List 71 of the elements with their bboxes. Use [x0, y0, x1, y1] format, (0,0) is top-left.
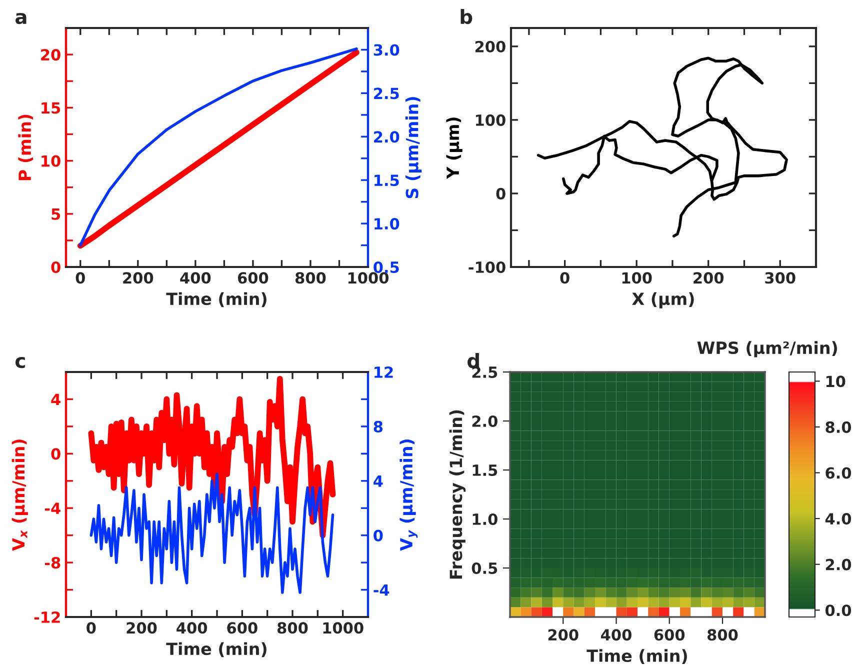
x-tick-label: 200 [694, 272, 724, 284]
y2-tick-label: 2.5 [374, 88, 399, 100]
x-tick-label: 200 [548, 629, 578, 641]
y2-tick-label: -4 [374, 584, 390, 596]
x-tick-label: 1000 [323, 622, 364, 634]
y-tick-label: -4 [44, 502, 60, 514]
x-tick-label: 300 [765, 272, 796, 284]
x-tick-label: 800 [707, 629, 738, 641]
y-axis-title: Y (μm) [446, 118, 462, 180]
color-bar-label: 8.0 [826, 421, 852, 433]
y2-tick-label: 8 [374, 420, 383, 432]
y-tick-label: 10 [42, 155, 60, 167]
y-axis-title: P (min) [18, 114, 34, 180]
x-axis-title: Time (min) [586, 649, 687, 664]
x-tick-label: 400 [600, 629, 632, 641]
y-tick-label: 2.0 [472, 415, 498, 428]
color-bar-label: 2.0 [826, 558, 852, 570]
x-tick-label: 0 [560, 272, 570, 284]
y2-tick-label: 1.5 [374, 174, 399, 186]
x-tick-label: 200 [123, 272, 154, 284]
x-tick-label: 0 [76, 272, 85, 284]
y-tick-label: 2.5 [472, 366, 498, 378]
x-tick-label: 800 [295, 272, 326, 284]
y-tick-label: -100 [468, 261, 506, 274]
y-tick-label: 0 [496, 188, 506, 200]
chart-title: c [15, 356, 25, 368]
chart-title: a [15, 12, 26, 24]
y2-tick-label: 2.0 [374, 131, 400, 143]
x-axis-title: X (μm) [632, 292, 694, 308]
y-tick-label: 100 [476, 114, 506, 126]
y2-tick-label: 4 [374, 476, 383, 487]
y2-tick-label: 0.5 [374, 261, 399, 274]
x-tick-label: 400 [180, 272, 211, 284]
y-tick-label: 200 [475, 40, 506, 52]
x-tick-label: 800 [277, 622, 308, 634]
x-tick-label: 400 [176, 622, 208, 634]
y-tick-label: -8 [44, 557, 60, 569]
color-bar-label: 0.0 [825, 604, 852, 616]
x-axis-title: Time (min) [166, 292, 266, 308]
x-tick-label: 600 [654, 629, 685, 641]
x-tick-label: 1000 [348, 272, 389, 284]
y-tick-label: 20 [41, 49, 60, 61]
y-tick-label: 0 [51, 448, 60, 460]
y-tick-label: 0.5 [472, 562, 498, 574]
y-tick-label: 15 [42, 102, 60, 114]
y2-axis-title: S (μm/min) [405, 97, 422, 198]
y2-tick-label: 3.0 [374, 44, 400, 56]
y-axis-title: V$_{x}$ (μm/min) [12, 440, 28, 551]
y-tick-label: -12 [34, 611, 60, 623]
color-bar-title: WPS (μm²/min) [697, 341, 837, 358]
y-tick-label: 5 [52, 208, 60, 220]
y-tick-label: 0 [51, 261, 60, 274]
color-bar-label: 4.0 [825, 513, 852, 525]
x-tick-label: 600 [227, 622, 258, 634]
chart-title: b [460, 9, 472, 24]
x-tick-label: 0 [86, 622, 96, 634]
y-tick-label: 1.5 [472, 464, 498, 476]
x-tick-label: 200 [126, 622, 157, 634]
y-axis-title: Frequency (1/min) [449, 410, 466, 579]
chart-title: d [468, 353, 479, 368]
y-tick-label: 4 [51, 394, 60, 406]
color-bar-label: 6.0 [826, 467, 852, 479]
y-tick-label: 1.0 [472, 513, 498, 526]
x-tick-label: 100 [622, 272, 652, 284]
y2-axis-title: V$_{y}$ (μm/min) [400, 440, 418, 551]
y2-tick-label: 12 [374, 366, 393, 378]
x-tick-label: 600 [238, 272, 268, 284]
x-axis-title: Time (min) [166, 642, 266, 658]
y2-tick-label: 0 [374, 530, 383, 542]
color-bar-label: 10 [826, 376, 846, 388]
y2-tick-label: 1.0 [374, 218, 400, 230]
